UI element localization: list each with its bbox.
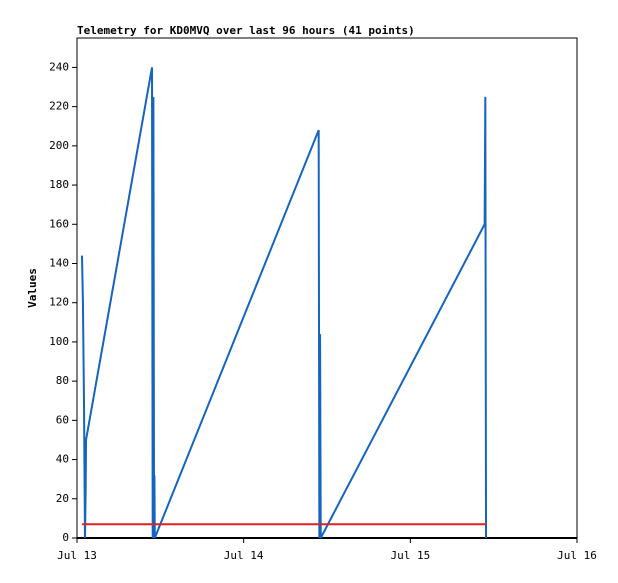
y-tick-label: 180 (49, 178, 69, 191)
x-tick-label: Jul 13 (57, 549, 97, 562)
y-tick-label: 80 (56, 374, 69, 387)
y-tick-label: 200 (49, 139, 69, 152)
y-tick-label: 140 (49, 256, 69, 269)
chart-title: Telemetry for KD0MVQ over last 96 hours … (77, 24, 415, 37)
y-tick-label: 20 (56, 492, 69, 505)
y-axis-label: Values (26, 268, 39, 308)
y-tick-label: 0 (62, 531, 69, 544)
y-tick-label: 40 (56, 453, 69, 466)
y-tick-label: 120 (49, 296, 69, 309)
x-tick-label: Jul 16 (557, 549, 597, 562)
y-tick-label: 220 (49, 100, 69, 113)
y-tick-label: 240 (49, 60, 69, 73)
x-tick-label: Jul 14 (224, 549, 264, 562)
y-tick-label: 60 (56, 413, 69, 426)
y-tick-label: 100 (49, 335, 69, 348)
series-line (81, 67, 488, 539)
x-tick-label: Jul 15 (390, 549, 430, 562)
y-tick-label: 160 (49, 217, 69, 230)
